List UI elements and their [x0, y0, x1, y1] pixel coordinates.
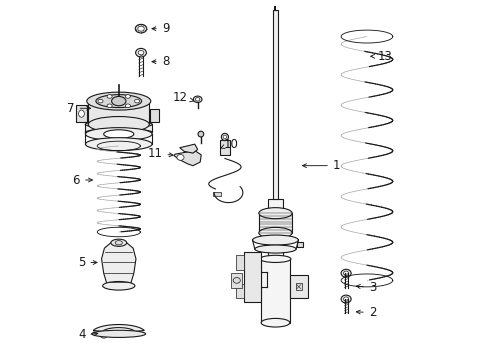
Ellipse shape: [85, 128, 152, 140]
Ellipse shape: [78, 110, 84, 117]
Bar: [150, 109, 159, 122]
Ellipse shape: [261, 319, 290, 327]
Ellipse shape: [98, 99, 103, 103]
Ellipse shape: [96, 95, 142, 108]
Ellipse shape: [177, 154, 184, 160]
Ellipse shape: [341, 269, 351, 277]
Bar: [214, 192, 221, 196]
Text: 6: 6: [73, 174, 93, 186]
Ellipse shape: [138, 26, 144, 31]
Polygon shape: [101, 243, 136, 288]
Text: 9: 9: [152, 22, 170, 35]
Text: 4: 4: [78, 328, 98, 341]
Polygon shape: [93, 324, 145, 332]
Ellipse shape: [255, 245, 296, 253]
Ellipse shape: [221, 134, 228, 140]
Ellipse shape: [88, 93, 149, 109]
Bar: [76, 105, 87, 122]
Ellipse shape: [135, 99, 140, 103]
Ellipse shape: [111, 239, 126, 246]
Ellipse shape: [85, 121, 152, 128]
Bar: [220, 140, 230, 155]
Ellipse shape: [104, 130, 134, 138]
Bar: [236, 255, 244, 270]
Ellipse shape: [259, 208, 292, 219]
Ellipse shape: [107, 95, 112, 98]
Bar: [85, 125, 152, 132]
Bar: [88, 101, 149, 125]
Bar: [268, 199, 283, 259]
Bar: [261, 259, 290, 323]
Ellipse shape: [260, 255, 291, 262]
Polygon shape: [174, 150, 201, 166]
Ellipse shape: [138, 50, 144, 55]
Ellipse shape: [223, 135, 227, 139]
Ellipse shape: [107, 104, 112, 108]
Ellipse shape: [125, 104, 130, 108]
Ellipse shape: [136, 48, 147, 57]
Bar: [290, 275, 308, 298]
Bar: [295, 283, 302, 290]
Text: 2: 2: [356, 306, 376, 319]
Bar: [273, 10, 278, 199]
Bar: [244, 252, 261, 302]
Text: 3: 3: [356, 281, 376, 294]
Ellipse shape: [341, 295, 351, 303]
Text: 11: 11: [147, 147, 173, 159]
Text: 1: 1: [303, 159, 341, 172]
Ellipse shape: [85, 129, 152, 136]
Polygon shape: [180, 144, 197, 153]
Text: 8: 8: [152, 55, 169, 68]
Bar: [236, 284, 244, 298]
Ellipse shape: [92, 330, 146, 337]
Bar: [231, 273, 242, 288]
Ellipse shape: [196, 98, 200, 101]
Ellipse shape: [198, 131, 204, 137]
Text: 5: 5: [78, 256, 97, 269]
Bar: [296, 242, 303, 247]
Ellipse shape: [343, 271, 349, 275]
Ellipse shape: [259, 228, 292, 238]
Ellipse shape: [125, 95, 130, 98]
Ellipse shape: [135, 24, 147, 33]
Ellipse shape: [102, 282, 135, 290]
Ellipse shape: [194, 96, 202, 103]
Ellipse shape: [100, 334, 107, 338]
Text: 13: 13: [371, 50, 392, 63]
Ellipse shape: [252, 235, 298, 245]
Ellipse shape: [88, 117, 149, 132]
Text: 12: 12: [172, 91, 194, 104]
Ellipse shape: [85, 138, 152, 150]
Text: 10: 10: [220, 138, 238, 150]
Ellipse shape: [112, 96, 126, 106]
Ellipse shape: [115, 240, 122, 245]
Ellipse shape: [343, 297, 349, 301]
Bar: [259, 213, 292, 233]
Ellipse shape: [233, 278, 240, 283]
Ellipse shape: [87, 92, 151, 110]
Text: 7: 7: [67, 102, 91, 115]
